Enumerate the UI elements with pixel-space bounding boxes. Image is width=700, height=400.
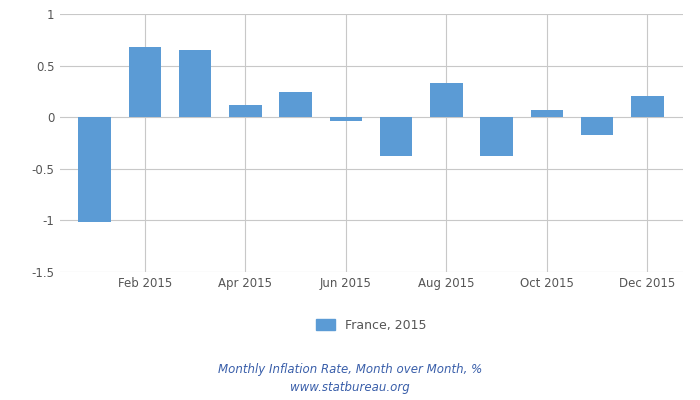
- Bar: [279, 92, 312, 117]
- Bar: [330, 117, 362, 121]
- Bar: [178, 50, 211, 117]
- Bar: [581, 117, 613, 135]
- Bar: [229, 105, 262, 117]
- Text: Monthly Inflation Rate, Month over Month, %: Monthly Inflation Rate, Month over Month…: [218, 364, 482, 376]
- Bar: [380, 117, 412, 156]
- Bar: [631, 96, 664, 117]
- Bar: [531, 110, 564, 117]
- Bar: [430, 83, 463, 117]
- Bar: [129, 47, 161, 117]
- Bar: [480, 117, 513, 156]
- Legend: France, 2015: France, 2015: [309, 312, 433, 338]
- Bar: [78, 117, 111, 222]
- Text: www.statbureau.org: www.statbureau.org: [290, 382, 410, 394]
